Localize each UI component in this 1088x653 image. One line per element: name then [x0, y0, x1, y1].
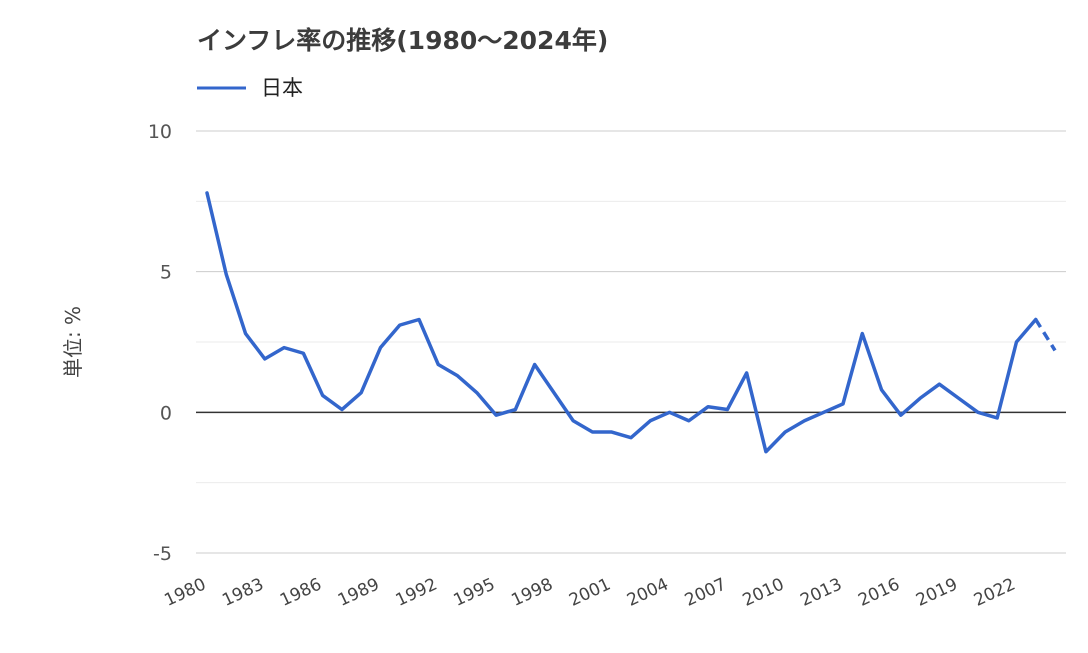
- x-tick-label: 2001: [566, 574, 614, 610]
- gridlines: [196, 130, 1066, 554]
- y-axis-label: 単位: %: [61, 306, 85, 378]
- x-tick-label: 2016: [855, 574, 903, 610]
- x-tick-label: 2004: [624, 574, 672, 610]
- series-line-projection: [1034, 318, 1057, 352]
- series-line: [205, 191, 1038, 454]
- x-tick-label: 1998: [508, 574, 556, 610]
- x-tick-label: 1980: [161, 574, 209, 610]
- y-axis-ticks: 10 5 0 -5: [148, 121, 172, 565]
- y-tick-label: -5: [153, 543, 172, 565]
- x-tick-label: 1989: [335, 574, 383, 610]
- x-axis-ticks: 1980 1983 1986 1989 1992 1995 1998 2001 2004 2007…: [161, 574, 1018, 610]
- x-tick-label: 2022: [971, 574, 1019, 610]
- legend-label: 日本: [261, 76, 303, 100]
- x-tick-label: 1986: [277, 574, 325, 610]
- x-tick-label: 2010: [740, 574, 788, 610]
- x-tick-label: 1992: [393, 574, 441, 610]
- x-tick-label: 2019: [913, 574, 961, 610]
- x-tick-label: 2007: [682, 574, 730, 610]
- x-tick-label: 2013: [797, 574, 845, 610]
- legend: 日本: [197, 76, 303, 100]
- x-tick-label: 1995: [451, 574, 499, 610]
- y-tick-label: 10: [148, 121, 172, 143]
- series-layer: [205, 191, 1057, 454]
- chart-title: インフレ率の推移(1980〜2024年): [197, 26, 608, 55]
- y-tick-label: 0: [160, 402, 172, 424]
- x-tick-label: 1983: [219, 574, 267, 610]
- y-tick-label: 5: [160, 262, 172, 284]
